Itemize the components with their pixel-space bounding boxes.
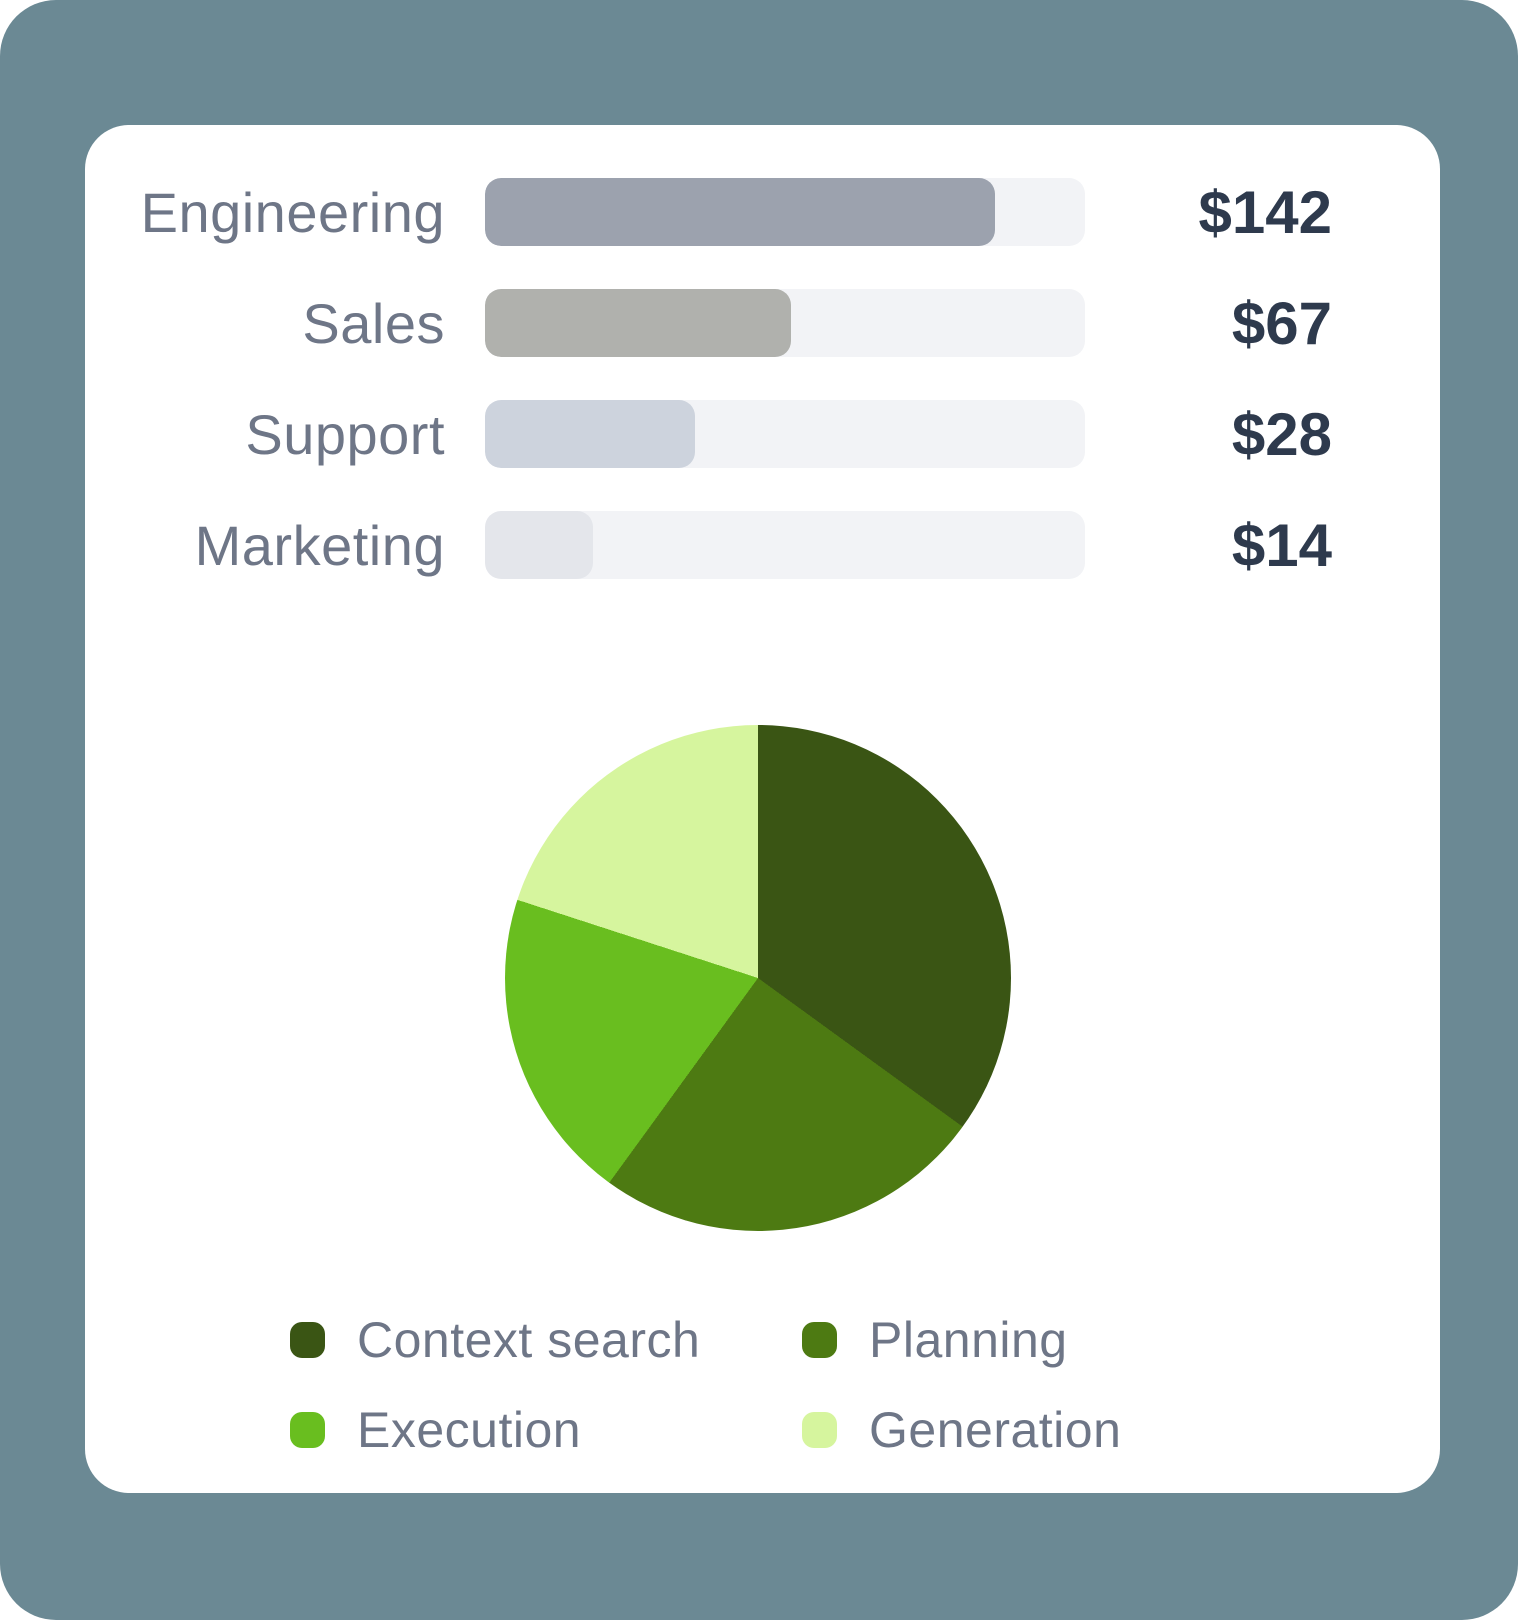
legend-label: Execution <box>357 1402 582 1458</box>
bar-fill <box>485 178 995 246</box>
bar-value-label: $28 <box>1231 400 1332 468</box>
legend-label: Context search <box>357 1312 701 1368</box>
legend-item: Execution <box>290 1401 802 1459</box>
bar-row: Engineering $142 <box>85 178 1440 246</box>
legend-label: Generation <box>869 1402 1122 1458</box>
bar-row: Support $28 <box>85 400 1440 468</box>
chart-card: Engineering $142 Sales $67 Support $28 <box>85 125 1440 1493</box>
bar-category-label: Marketing <box>194 513 445 577</box>
bar-fill <box>485 511 593 579</box>
legend-swatch <box>290 1412 325 1448</box>
bar-track <box>485 289 1085 357</box>
legend-swatch <box>802 1412 837 1448</box>
bar-category-label: Sales <box>302 291 445 355</box>
legend-label: Planning <box>869 1312 1068 1368</box>
bar-category-label: Engineering <box>140 180 445 244</box>
bar-fill <box>485 289 791 357</box>
bar-track <box>485 511 1085 579</box>
bar-row: Marketing $14 <box>85 511 1440 579</box>
legend-swatch <box>802 1322 837 1358</box>
legend-swatch <box>290 1322 325 1358</box>
legend-item: Context search <box>290 1311 802 1369</box>
bar-fill <box>485 400 695 468</box>
bar-chart: Engineering $142 Sales $67 Support $28 <box>85 178 1440 622</box>
bar-track <box>485 178 1085 246</box>
legend-item: Generation <box>802 1401 1121 1459</box>
legend-item: Planning <box>802 1311 1121 1369</box>
pie-legend: Context search Planning Execution Genera… <box>290 1311 1121 1459</box>
bar-value-label: $142 <box>1198 178 1332 246</box>
bar-value-label: $67 <box>1231 289 1332 357</box>
bar-value-label: $14 <box>1231 511 1332 579</box>
pie-chart <box>505 725 1011 1231</box>
bar-category-label: Support <box>245 402 445 466</box>
bar-row: Sales $67 <box>85 289 1440 357</box>
bar-track <box>485 400 1085 468</box>
